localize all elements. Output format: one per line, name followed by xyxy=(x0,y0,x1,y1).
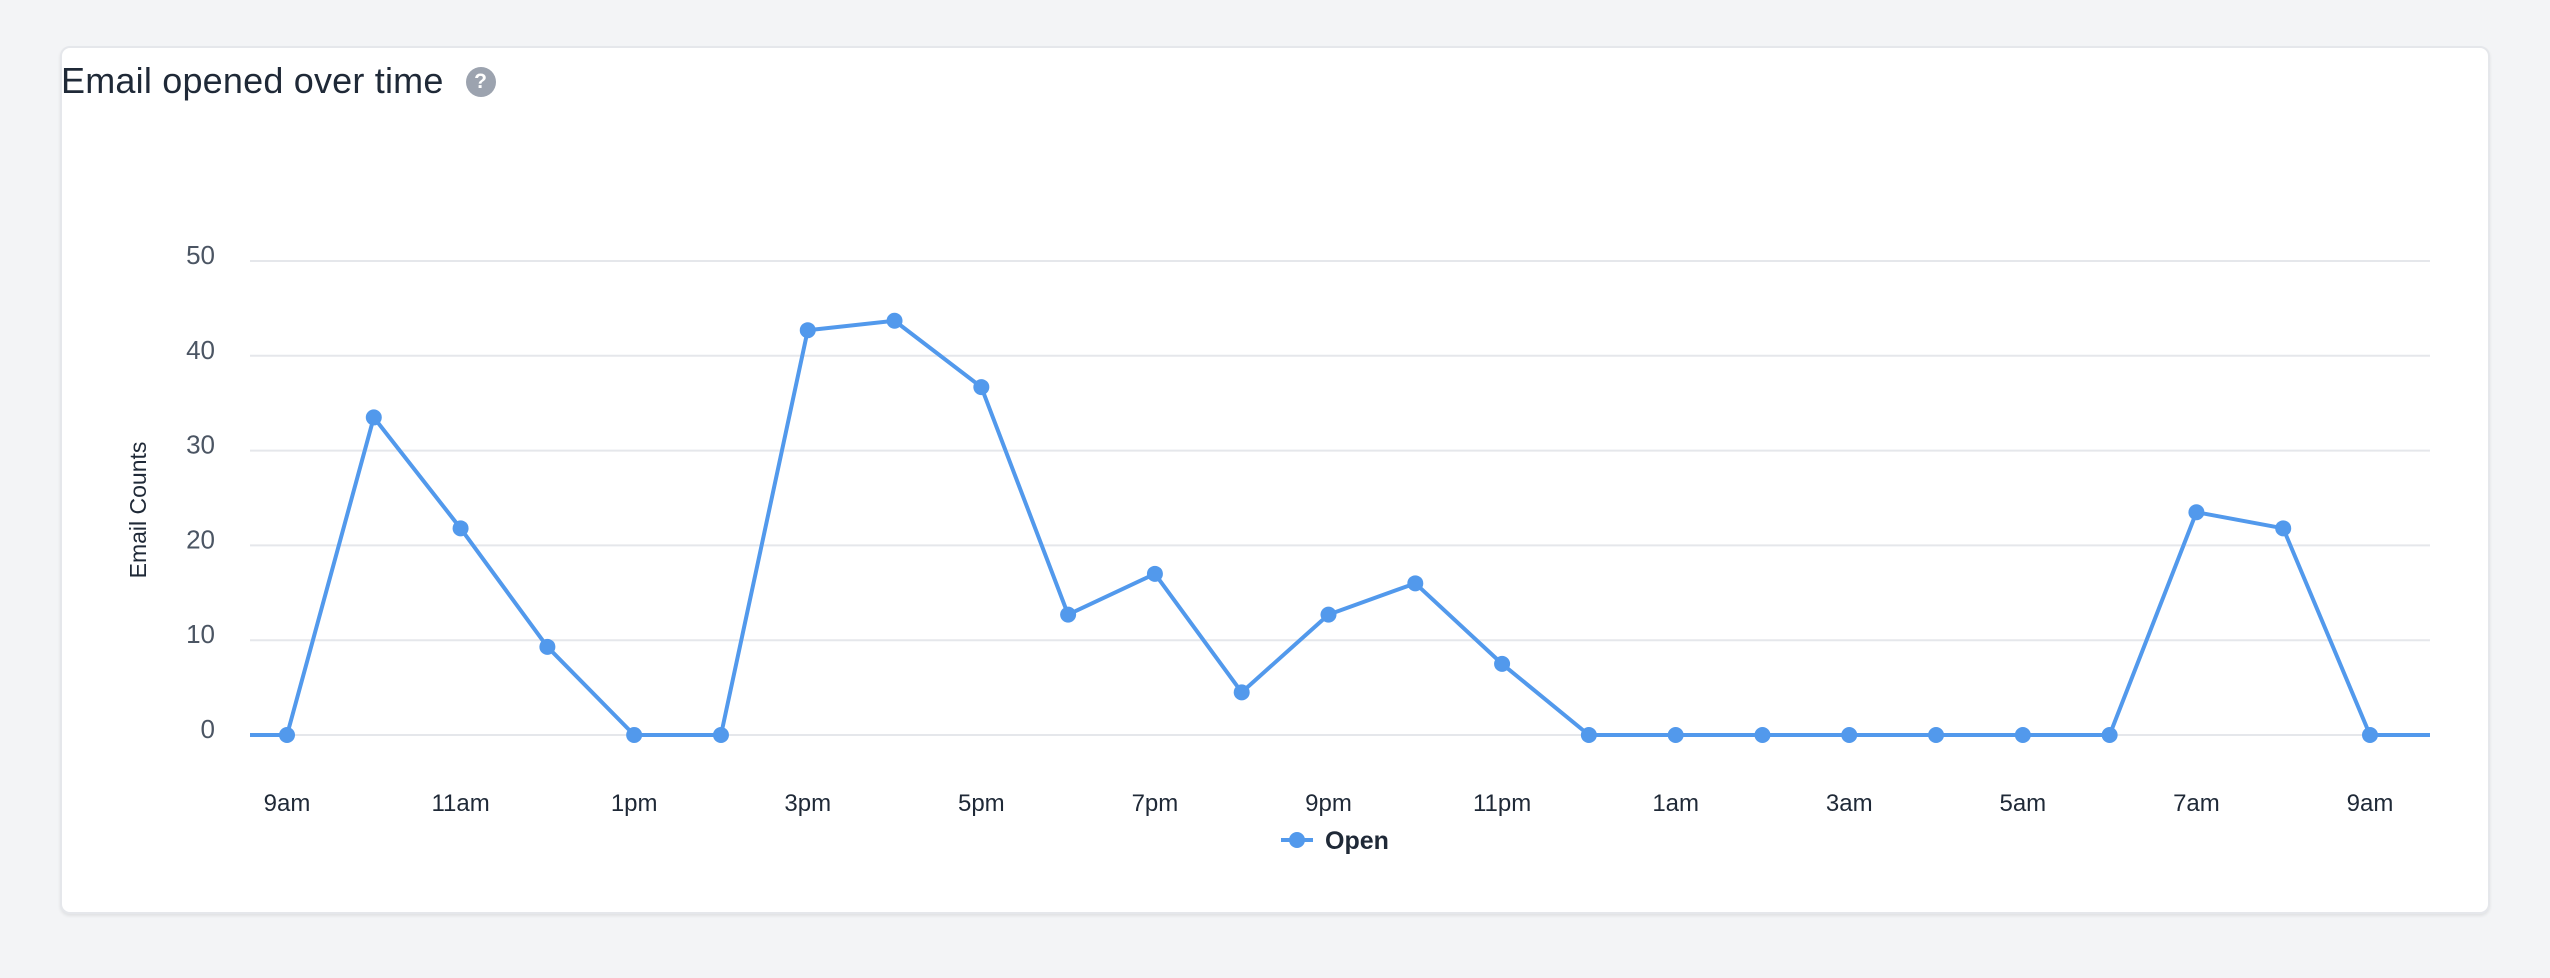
x-tick-label: 5am xyxy=(1999,790,2046,817)
chart-title: Email opened over time xyxy=(61,60,444,101)
series-open xyxy=(250,312,2430,743)
x-tick-label: 9pm xyxy=(1305,790,1352,817)
x-tick-label: 3am xyxy=(1826,790,1873,817)
chart-card xyxy=(60,46,2490,914)
legend-marker xyxy=(1289,832,1305,848)
x-tick-label: 1am xyxy=(1652,790,1699,817)
data-point[interactable] xyxy=(626,727,643,743)
legend[interactable]: Open xyxy=(1281,827,1389,855)
data-point[interactable] xyxy=(1146,565,1163,582)
data-point[interactable] xyxy=(1754,727,1771,743)
y-tick-label: 40 xyxy=(186,335,215,365)
data-point[interactable] xyxy=(1060,606,1077,623)
data-point[interactable] xyxy=(279,727,295,743)
x-tick-label: 11am xyxy=(431,790,489,817)
x-tick-label: 3pm xyxy=(784,790,831,817)
data-point[interactable] xyxy=(1928,727,1945,743)
data-point[interactable] xyxy=(712,727,729,743)
series-line-open xyxy=(250,318,2430,737)
data-point[interactable] xyxy=(2188,504,2205,521)
y-tick-label: 50 xyxy=(186,240,215,270)
data-point[interactable] xyxy=(886,312,903,329)
legend-label-open: Open xyxy=(1325,827,1389,855)
data-point[interactable] xyxy=(1320,606,1337,623)
y-tick-label: 20 xyxy=(186,524,215,554)
y-tick-label: 30 xyxy=(186,430,215,460)
x-tick-label: 11pm xyxy=(1473,790,1531,817)
data-point[interactable] xyxy=(2362,727,2378,743)
x-tick-label: 5pm xyxy=(958,790,1005,817)
x-tick-label: 7pm xyxy=(1132,790,1179,817)
data-point[interactable] xyxy=(1407,575,1424,592)
data-point[interactable] xyxy=(539,638,556,655)
question-circle-icon[interactable]: ? xyxy=(465,67,496,97)
x-tick-label: 9am xyxy=(264,790,311,817)
data-point[interactable] xyxy=(799,322,816,339)
x-tick-label: 7am xyxy=(2173,790,2220,817)
y-tick-label: 10 xyxy=(186,619,215,649)
data-point[interactable] xyxy=(2014,727,2031,743)
x-tick-label: 9am xyxy=(2347,790,2394,817)
card-header: Email opened over time ? xyxy=(61,60,496,102)
data-point[interactable] xyxy=(452,520,469,537)
data-point[interactable] xyxy=(1667,727,1684,743)
data-point[interactable] xyxy=(2101,727,2118,743)
data-point[interactable] xyxy=(2275,520,2292,537)
data-point[interactable] xyxy=(365,409,382,426)
x-tick-label: 1pm xyxy=(611,790,658,817)
data-point[interactable] xyxy=(1841,727,1858,743)
y-axis-label: Email Counts xyxy=(125,442,151,579)
data-point[interactable] xyxy=(1580,727,1597,743)
y-axis-ticks: 0 10 20 30 40 50 xyxy=(186,240,215,744)
data-point[interactable] xyxy=(973,379,990,396)
y-tick-label: 0 xyxy=(201,714,215,744)
x-axis-ticks: 9am 11am 1pm 3pm 5pm 7pm 9pm 11pm 1am 3am 5am 7am 9a… xyxy=(264,790,2394,817)
data-point[interactable] xyxy=(1494,655,1511,672)
grid-lines xyxy=(250,260,2430,736)
data-point[interactable] xyxy=(1233,684,1250,701)
